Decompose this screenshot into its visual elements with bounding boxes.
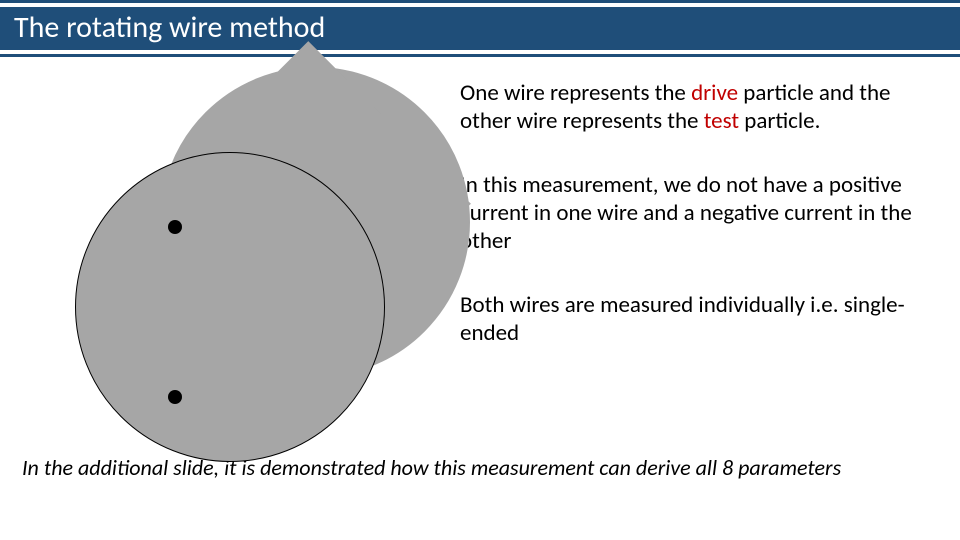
title-banner: The rotating wire method — [0, 0, 960, 57]
content-row: One wire represents the drive particle a… — [0, 57, 960, 447]
wire-dot-bottom — [168, 390, 182, 404]
p1-test: test — [704, 107, 739, 135]
footnote: In the additional slide, it is demonstra… — [0, 447, 960, 481]
paragraph-2: In this measurement, we do not have a po… — [460, 171, 930, 255]
cylinder-front-cap — [75, 152, 385, 462]
text-column: One wire represents the drive particle a… — [460, 77, 930, 437]
cylinder-diagram — [30, 77, 440, 437]
p1-drive: drive — [691, 79, 738, 107]
p1-pre: One wire represents the — [460, 79, 691, 107]
wire-dot-top — [168, 220, 182, 234]
paragraph-1: One wire represents the drive particle a… — [460, 79, 930, 135]
p1-post: particle. — [739, 107, 820, 135]
slide-title: The rotating wire method — [0, 7, 960, 50]
paragraph-3: Both wires are measured individually i.e… — [460, 291, 930, 347]
